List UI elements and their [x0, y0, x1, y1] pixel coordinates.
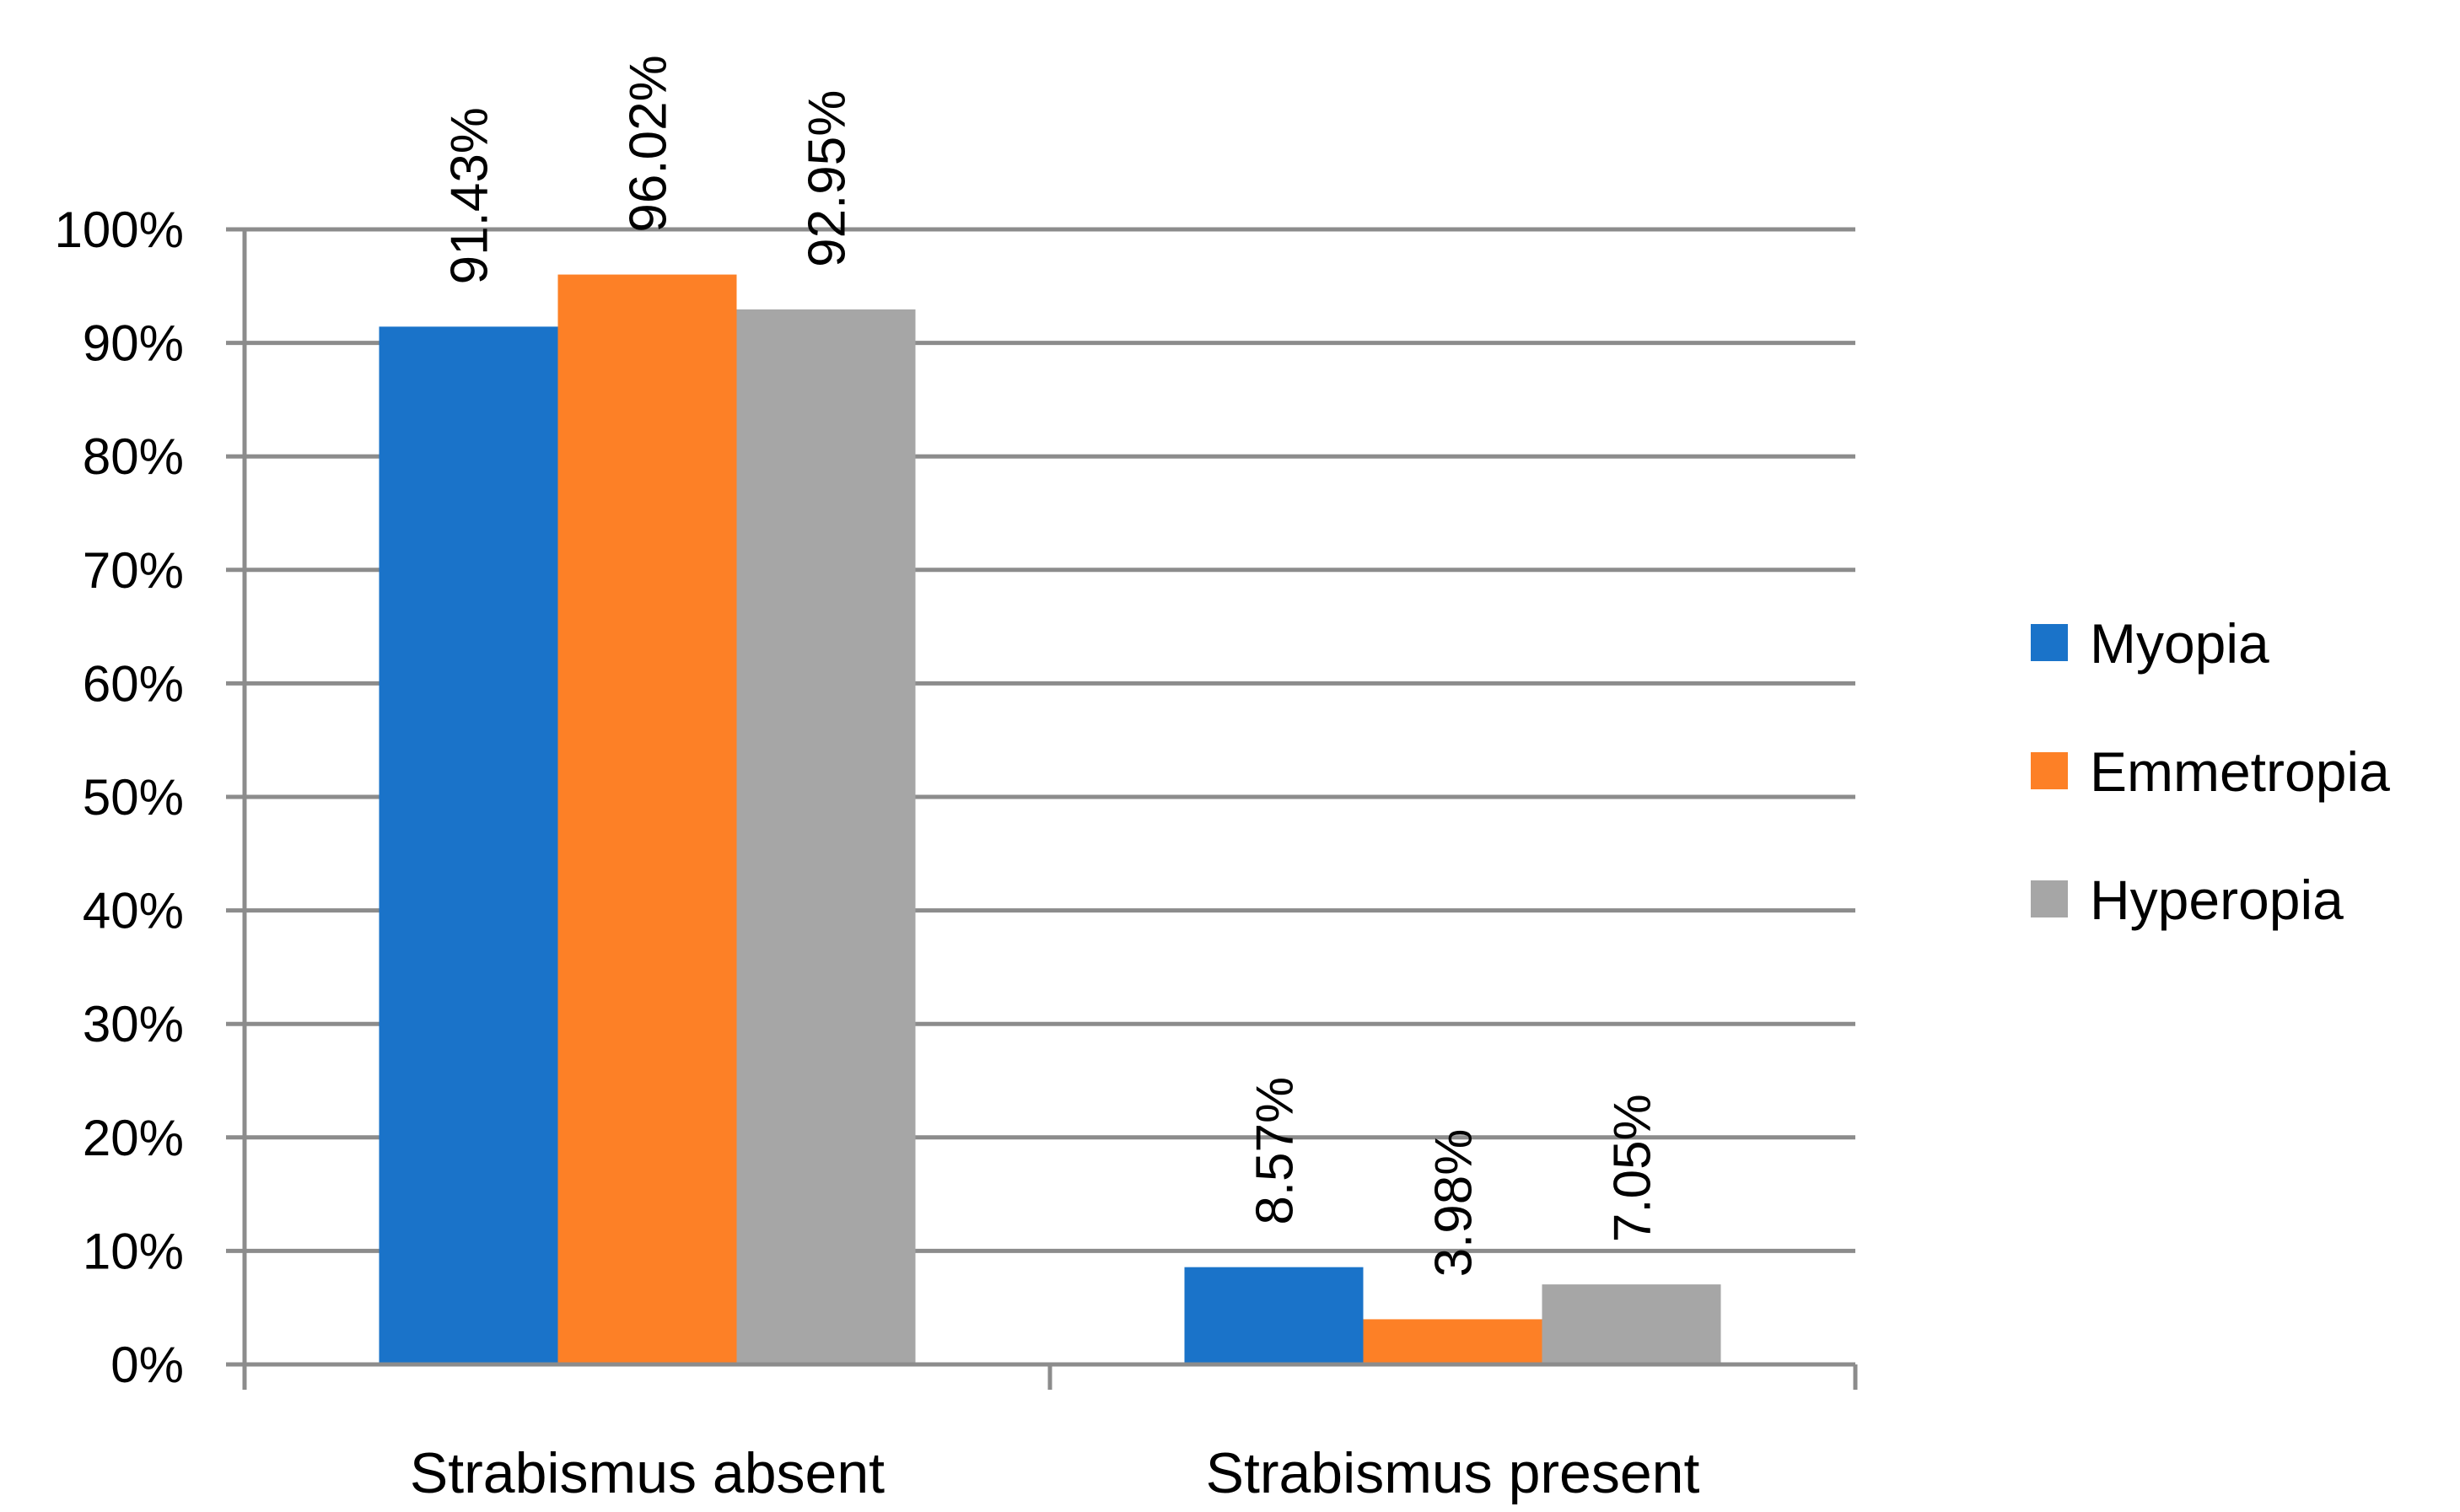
y-tick-label: 20%	[83, 1110, 184, 1166]
y-tick-label: 40%	[83, 883, 184, 939]
bar	[736, 309, 916, 1364]
y-tick-label: 80%	[83, 428, 184, 485]
y-tick-label: 60%	[83, 655, 184, 712]
legend-swatch	[2031, 880, 2068, 917]
bar-data-label: 7.05%	[1604, 1094, 1662, 1242]
bar	[557, 274, 737, 1364]
legend-swatch	[2031, 752, 2068, 789]
legend-label: Myopia	[2090, 612, 2269, 675]
bar	[379, 326, 558, 1365]
y-tick-label: 30%	[83, 996, 184, 1052]
data-labels: 91.43% 96.02% 92.95% 8.57% 3.98% 7.05%	[441, 55, 1662, 1277]
bars	[379, 274, 1721, 1365]
x-category-label: Strabismus absent	[410, 1441, 885, 1505]
y-tick-label: 0%	[110, 1337, 184, 1393]
y-tick-label: 10%	[83, 1223, 184, 1279]
axes	[226, 227, 1858, 1390]
y-tick-label: 100%	[55, 202, 184, 258]
bar-data-label: 3.98%	[1425, 1129, 1483, 1278]
legend: Myopia Emmetropia Hyperopia	[2031, 612, 2390, 931]
y-axis-tick-labels: 0% 10% 20% 30% 40% 50% 60% 70% 80% 90% 100%	[55, 202, 184, 1393]
legend-swatch	[2031, 624, 2068, 661]
y-tick-label: 90%	[83, 315, 184, 372]
y-tick-label: 50%	[83, 769, 184, 826]
bar	[1363, 1319, 1542, 1364]
y-tick-label: 70%	[83, 542, 184, 599]
legend-label: Hyperopia	[2090, 869, 2344, 931]
legend-label: Emmetropia	[2090, 740, 2390, 803]
bar	[1184, 1267, 1364, 1364]
bar	[1542, 1284, 1721, 1364]
x-axis-category-labels: Strabismus absent Strabismus present	[410, 1441, 1700, 1505]
bar-data-label: 92.95%	[799, 90, 857, 267]
bar-data-label: 8.57%	[1246, 1077, 1305, 1225]
bar-data-label: 96.02%	[620, 55, 678, 232]
bar-data-label: 91.43%	[441, 107, 499, 284]
x-category-label: Strabismus present	[1206, 1441, 1700, 1505]
